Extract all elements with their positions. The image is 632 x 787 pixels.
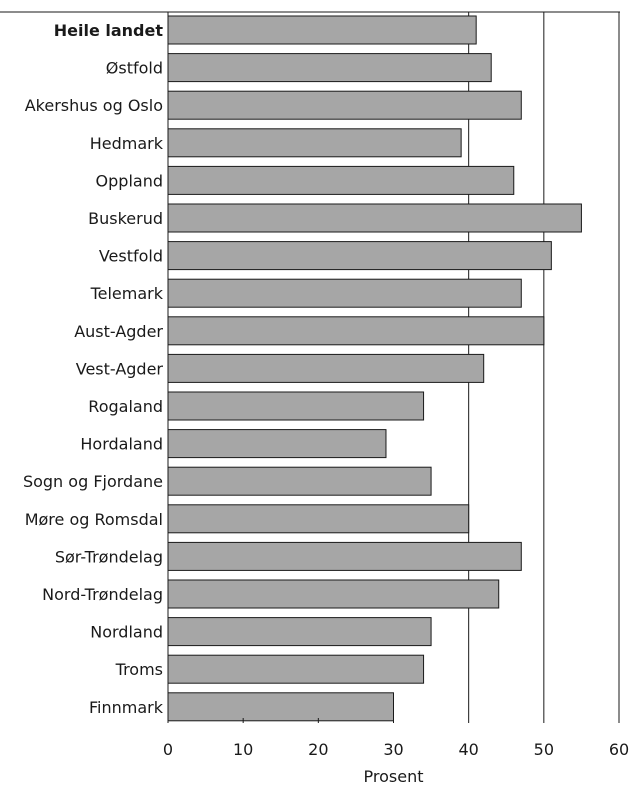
bar-vestfold: [167, 241, 552, 271]
bar-vest-agder: [167, 353, 485, 383]
bar-hedmark: [167, 128, 462, 158]
x-tick-label: 50: [534, 740, 554, 759]
category-label: Møre og Romsdal: [25, 510, 163, 529]
x-tick-label: 0: [163, 740, 173, 759]
x-tick-label: 30: [383, 740, 403, 759]
category-label: Heile landet: [54, 21, 164, 40]
bar-finnmark: [167, 692, 394, 722]
category-label: Akershus og Oslo: [25, 96, 163, 115]
category-label: Nordland: [90, 623, 163, 642]
bar-nordland: [167, 617, 432, 647]
category-label: Telemark: [90, 284, 164, 303]
bar-østfold: [167, 53, 492, 83]
category-label: Østfold: [106, 59, 163, 78]
category-label: Finnmark: [89, 698, 164, 717]
x-tick-label: 60: [609, 740, 629, 759]
bar-sør-trøndelag: [167, 541, 522, 571]
bars-group: [167, 15, 582, 722]
bar-troms: [167, 654, 425, 684]
bar-rogaland: [167, 391, 425, 421]
x-tick-label: 40: [458, 740, 478, 759]
category-label: Oppland: [96, 171, 163, 190]
bar-telemark: [167, 278, 522, 308]
bar-sogn-og-fjordane: [167, 466, 432, 496]
category-label: Troms: [115, 660, 163, 679]
x-axis-title: Prosent: [364, 767, 424, 786]
x-tick-label: 20: [308, 740, 328, 759]
bar-buskerud: [167, 203, 582, 233]
category-label: Buskerud: [88, 209, 163, 228]
plot-frame: [0, 11, 620, 718]
category-label: Sogn og Fjordane: [23, 472, 163, 491]
category-label: Aust-Agder: [74, 322, 163, 341]
category-labels: Heile landet Østfold Akershus og Oslo Hedma…: [23, 21, 164, 717]
category-label: Vestfold: [99, 247, 163, 266]
bar-akershus-og-oslo: [167, 90, 522, 120]
x-tick-label: 10: [233, 740, 253, 759]
category-label: Hordaland: [80, 435, 163, 454]
bar-hordaland: [167, 429, 387, 459]
bar-oppland: [167, 165, 515, 195]
category-label: Vest-Agder: [76, 359, 164, 378]
category-label: Nord-Trøndelag: [42, 585, 163, 604]
x-axis-ticks: 0 10 20 30 40 50 60: [163, 718, 629, 759]
category-label: Hedmark: [90, 134, 164, 153]
bar-møre-og-romsdal: [167, 504, 470, 534]
bar-nord-trøndelag: [167, 579, 500, 609]
bar-aust-agder: [167, 316, 545, 346]
category-label: Rogaland: [88, 397, 163, 416]
bar-heile-landet: [167, 15, 477, 45]
category-label: Sør-Trøndelag: [55, 547, 163, 566]
